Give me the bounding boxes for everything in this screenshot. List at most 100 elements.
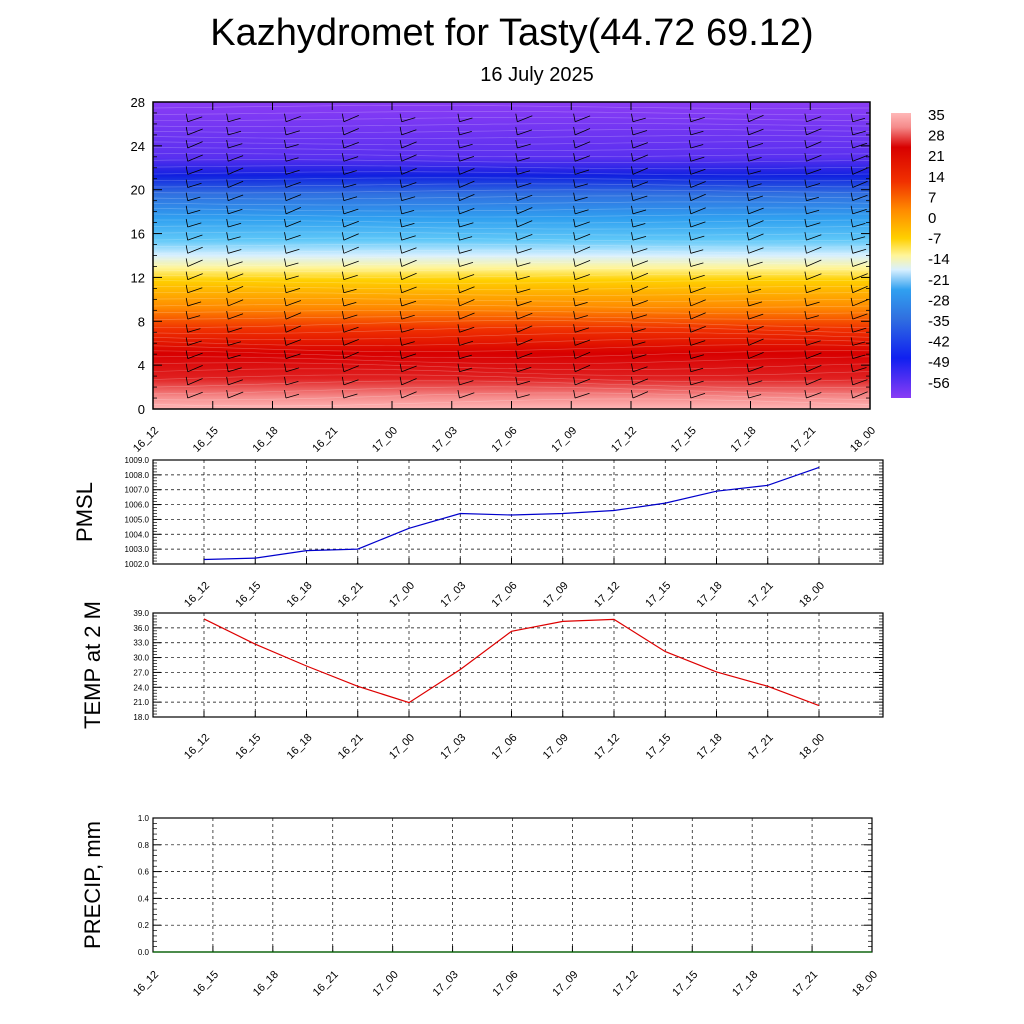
wind-barb (632, 366, 648, 373)
wind-barb (187, 234, 203, 241)
contour-line (153, 141, 870, 146)
wind-barb (632, 286, 649, 294)
wind-barb (459, 168, 475, 175)
wind-barb-feather (341, 192, 345, 201)
wind-barb-feather (688, 363, 692, 372)
wind-barb-feather (746, 113, 749, 122)
y-tick-label: 4 (138, 358, 145, 373)
wind-barb-feather (185, 284, 189, 293)
x-tick-label: 18_00 (797, 732, 827, 762)
wind-barb-feather (850, 363, 854, 372)
wind-barb-feather (457, 218, 460, 228)
wind-barb (187, 196, 201, 202)
x-tick-label: 17_06 (490, 425, 520, 455)
wind-barb (187, 328, 201, 333)
wind-barb-feather (341, 205, 345, 214)
wind-barb (748, 247, 764, 254)
wind-barb (806, 378, 822, 386)
wind-barb-feather (804, 232, 807, 241)
wind-barb-feather (399, 376, 403, 385)
wind-barb (852, 341, 866, 346)
wind-barb-feather (457, 126, 460, 135)
wind-barb (517, 288, 531, 294)
wind-barb (187, 116, 203, 123)
wind-barb-feather (515, 311, 518, 320)
wind-barb (632, 391, 649, 399)
wind-barb-feather (515, 337, 518, 346)
x-tick-label: 18_00 (850, 969, 880, 999)
x-tick-label: 18_00 (848, 425, 878, 455)
y-tick-label: 0.0 (138, 948, 150, 957)
wind-barb-feather (185, 297, 189, 307)
wind-barb-feather (515, 258, 518, 267)
contour-line (153, 380, 870, 389)
x-tick-label: 17_03 (430, 425, 460, 455)
wind-barb (517, 207, 533, 215)
wind-barb-feather (631, 311, 634, 320)
wind-barb-feather (631, 179, 634, 188)
wind-barb (187, 287, 203, 294)
wind-barb (517, 380, 531, 386)
wind-barb (343, 351, 359, 359)
contour-line (153, 267, 870, 272)
wind-barb-feather (746, 153, 749, 162)
wind-barb-feather (850, 258, 854, 267)
wind-barb-feather (850, 337, 854, 346)
wind-barb-feather (631, 271, 634, 280)
wind-barb-feather (850, 350, 854, 359)
y-tick-label: 21.0 (133, 698, 149, 707)
wind-barb-feather (341, 113, 345, 122)
wind-barb-feather (746, 126, 749, 135)
wind-barb (748, 114, 764, 123)
wind-barb-feather (399, 179, 403, 188)
wind-barb-feather (850, 166, 854, 175)
wind-barb (852, 273, 868, 280)
wind-barb-feather (185, 166, 189, 175)
x-tick-label: 16_18 (251, 425, 281, 455)
wind-barb (852, 391, 868, 399)
wind-barb-feather (185, 179, 189, 188)
wind-barb-feather (341, 179, 345, 188)
wind-barb (806, 352, 822, 359)
wind-barb (285, 275, 299, 281)
x-tick-label: 17_18 (695, 732, 725, 762)
wind-barb (852, 155, 868, 162)
y-tick-label: 1008.0 (125, 471, 150, 480)
wind-barb (187, 315, 201, 320)
y-tick-label: 1002.0 (125, 560, 150, 569)
wind-barb-feather (226, 139, 229, 149)
x-tick-label: 17_15 (670, 969, 700, 999)
wind-barb (401, 259, 417, 267)
y-tick-label: 30.0 (133, 654, 149, 663)
wind-barb (852, 223, 866, 228)
wind-barb-feather (457, 179, 460, 188)
wind-barb (459, 299, 475, 307)
wind-barb (690, 221, 706, 228)
wind-barb (401, 235, 416, 241)
wind-barb (401, 223, 415, 228)
wind-barb (459, 326, 475, 333)
wind-barb-feather (341, 324, 345, 333)
wind-barb-feather (399, 166, 403, 175)
wind-barb-feather (284, 337, 287, 346)
wind-barb-feather (850, 218, 854, 228)
wind-barb (401, 391, 417, 399)
wind-barb (806, 141, 822, 149)
colorbar-bar (891, 113, 911, 398)
wind-barb (748, 195, 764, 202)
wind-barb-feather (804, 376, 807, 385)
wind-barb-feather (631, 218, 634, 228)
wind-barb (748, 313, 764, 320)
colorbar-label: 28 (928, 128, 945, 145)
wind-barb-feather (631, 389, 634, 399)
wind-barb (343, 288, 357, 294)
wind-barb-feather (573, 258, 576, 267)
wind-barb (343, 142, 359, 149)
wind-barb-feather (573, 271, 576, 280)
wind-barb (806, 222, 821, 228)
wind-barb-feather (746, 311, 749, 320)
wind-barb (574, 364, 591, 373)
wind-barb (690, 312, 706, 320)
wind-barb (343, 302, 357, 307)
wind-barb (574, 392, 590, 399)
